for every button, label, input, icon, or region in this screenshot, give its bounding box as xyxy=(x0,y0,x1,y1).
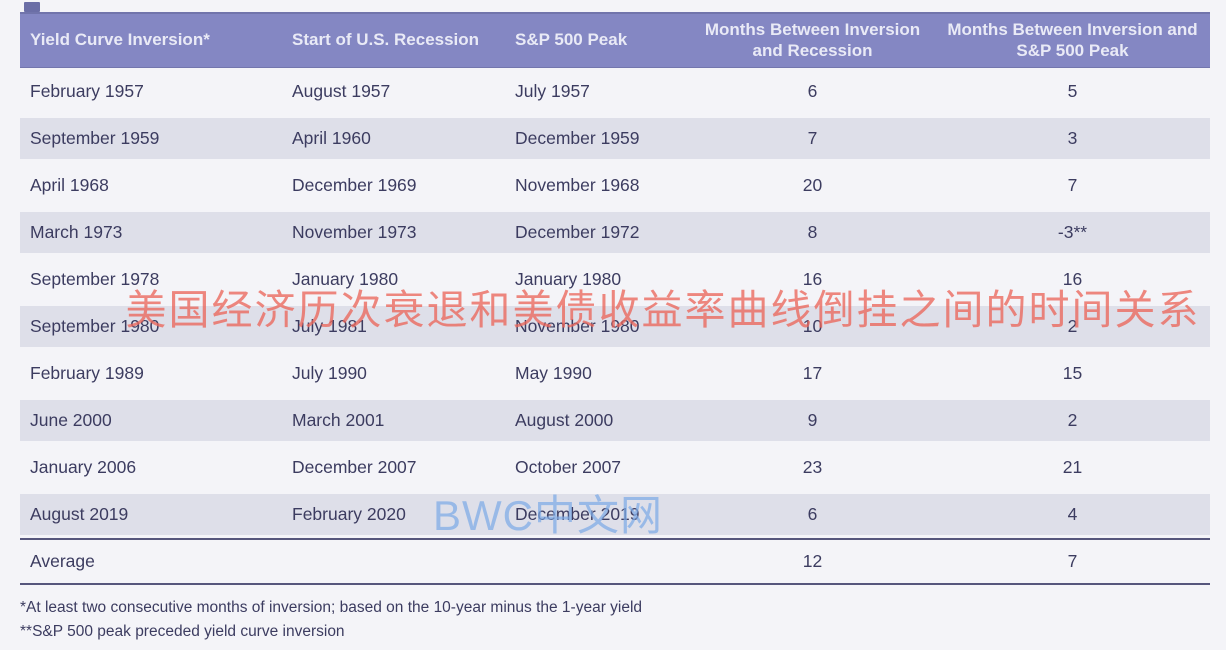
table-cell: July 1981 xyxy=(292,316,367,336)
table-cell: 17 xyxy=(802,363,823,383)
table-row: March 1973 November 1973 December 1972 8… xyxy=(20,209,1210,256)
table-cell: December 2019 xyxy=(515,504,640,524)
table-cell: November 1973 xyxy=(292,222,417,242)
column-header-sp500-peak: S&P 500 Peak xyxy=(515,30,628,50)
table-cell: August 2000 xyxy=(515,410,614,430)
table-cell: November 1968 xyxy=(515,175,640,195)
table-cell: January 2006 xyxy=(30,457,137,477)
table-cell: 16 xyxy=(1062,269,1083,289)
table-cell: September 1980 xyxy=(30,316,160,336)
table-cell: December 2007 xyxy=(292,457,417,477)
table-row: September 1959 April 1960 December 1959 … xyxy=(20,115,1210,162)
table-cell: 2 xyxy=(1067,410,1078,430)
column-header-yield-curve-inversion: Yield Curve Inversion* xyxy=(30,30,210,50)
table-cell: 4 xyxy=(1067,504,1078,524)
table-cell: 7 xyxy=(1067,175,1078,195)
table-row: January 2006 December 2007 October 2007 … xyxy=(20,444,1210,491)
yield-curve-inversion-table: Yield Curve Inversion* Start of U.S. Rec… xyxy=(20,12,1210,585)
table-row: September 1978 January 1980 January 1980… xyxy=(20,256,1210,303)
table-cell: 6 xyxy=(807,504,818,524)
table-cell: April 1968 xyxy=(30,175,109,195)
table-cell: April 1960 xyxy=(292,128,371,148)
table-cell: January 1980 xyxy=(515,269,622,289)
table-row: September 1980 July 1981 November 1980 1… xyxy=(20,303,1210,350)
table-cell: 2 xyxy=(1067,316,1078,336)
table-row: August 2019 February 2020 December 2019 … xyxy=(20,491,1210,538)
table-cell: Average xyxy=(30,551,95,571)
table-cell: 21 xyxy=(1062,457,1083,477)
table-cell: 7 xyxy=(807,128,818,148)
table-cell: 16 xyxy=(802,269,823,289)
column-header-start-of-recession: Start of U.S. Recession xyxy=(292,30,480,50)
table-cell: -3** xyxy=(1057,222,1088,242)
scan-artifact xyxy=(24,2,40,12)
table-cell: July 1957 xyxy=(515,81,590,101)
table-cell: December 1972 xyxy=(515,222,640,242)
table-row: February 1989 July 1990 May 1990 17 15 xyxy=(20,350,1210,397)
table-cell: May 1990 xyxy=(515,363,592,383)
table-cell: 12 xyxy=(802,551,823,571)
table-cell: September 1959 xyxy=(30,128,160,148)
table-cell: February 1989 xyxy=(30,363,144,383)
table-cell: September 1978 xyxy=(30,269,160,289)
table-cell: 7 xyxy=(1067,551,1078,571)
table-cell: 8 xyxy=(807,222,818,242)
table-cell: 9 xyxy=(807,410,818,430)
table-cell: December 1969 xyxy=(292,175,417,195)
table-row: April 1968 December 1969 November 1968 2… xyxy=(20,162,1210,209)
table-cell: January 1980 xyxy=(292,269,399,289)
table-cell: December 1959 xyxy=(515,128,640,148)
table-cell: 6 xyxy=(807,81,818,101)
table-cell: June 2000 xyxy=(30,410,112,430)
table-row: Average 12 7 xyxy=(20,538,1210,585)
table-cell: 23 xyxy=(802,457,823,477)
column-header-months-inversion-recession: Months Between Inversion and Recession xyxy=(704,20,921,60)
table-body: February 1957 August 1957 July 1957 6 5 … xyxy=(20,68,1210,585)
table-cell: October 2007 xyxy=(515,457,622,477)
table-cell: August 1957 xyxy=(292,81,391,101)
footnote-sp500-peak: **S&P 500 peak preceded yield curve inve… xyxy=(20,623,345,641)
table-row: February 1957 August 1957 July 1957 6 5 xyxy=(20,68,1210,115)
footnote-inversion-definition: *At least two consecutive months of inve… xyxy=(20,599,643,616)
table-cell: 3 xyxy=(1067,128,1078,148)
table-cell: February 1957 xyxy=(30,81,144,101)
table-cell: February 2020 xyxy=(292,504,406,524)
table-cell: March 2001 xyxy=(292,410,385,430)
table-cell: August 2019 xyxy=(30,504,129,524)
table-cell: July 1990 xyxy=(292,363,367,383)
table-cell: 20 xyxy=(802,175,823,195)
table-header-row: Yield Curve Inversion* Start of U.S. Rec… xyxy=(20,12,1210,68)
table-cell: 5 xyxy=(1067,81,1078,101)
table-cell: 15 xyxy=(1062,363,1083,383)
footnotes: *At least two consecutive months of inve… xyxy=(20,596,642,644)
column-header-months-inversion-sp500-peak: Months Between Inversion and S&P 500 Pea… xyxy=(947,20,1198,60)
table-row: June 2000 March 2001 August 2000 9 2 xyxy=(20,397,1210,444)
table-cell: 10 xyxy=(802,316,823,336)
table-cell: November 1980 xyxy=(515,316,640,336)
table-cell: March 1973 xyxy=(30,222,123,242)
